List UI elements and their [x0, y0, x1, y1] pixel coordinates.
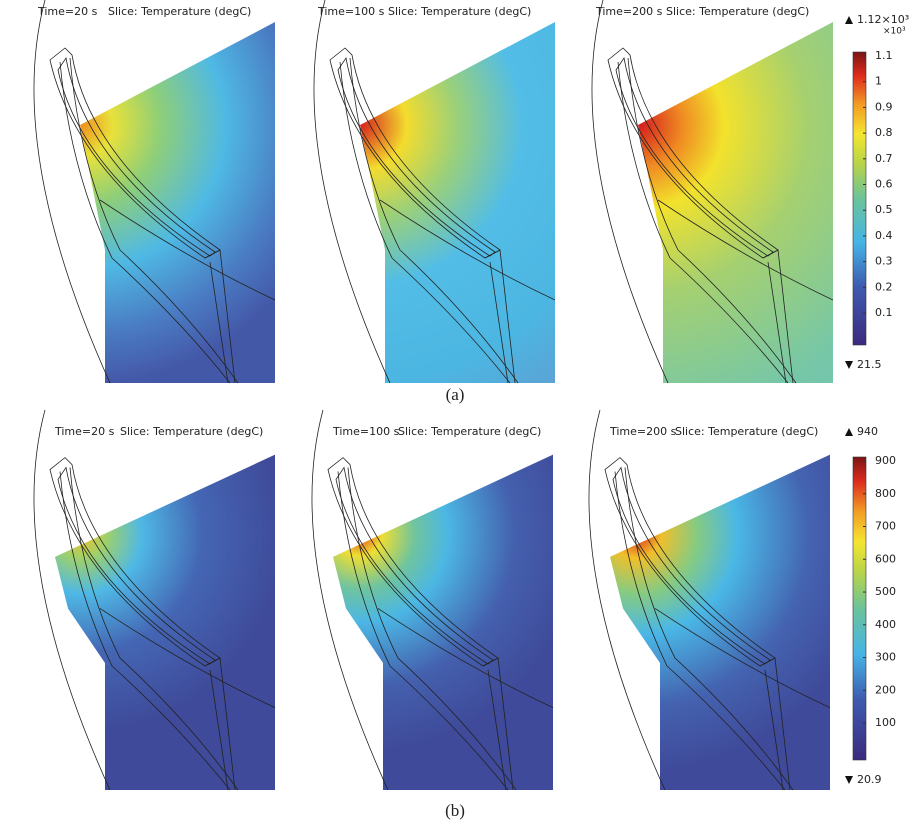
blade-outline: [337, 467, 517, 791]
ring-arc: [657, 199, 834, 301]
blade-outline: [59, 467, 239, 791]
colorbar-max: 1.12×10³: [857, 13, 909, 26]
colorbar-tick-label: 200: [875, 683, 896, 696]
panel: [588, 409, 831, 791]
ring-arc: [377, 608, 554, 709]
domain-arc: [591, 0, 669, 384]
temperature-slice: [638, 22, 833, 383]
colorbar-tick-label: 0.9: [875, 100, 893, 113]
colorbar-min: 20.9: [857, 773, 882, 786]
panel-time: Time=200 s: [595, 5, 663, 18]
strut-outline: [484, 249, 516, 384]
panel-slice: Slice: Temperature (degC): [675, 425, 818, 438]
min-marker: [845, 361, 853, 369]
blade-outline: [337, 56, 496, 257]
colorbar-min: 21.5: [857, 358, 882, 371]
blade-outline: [57, 466, 216, 665]
panel: [33, 409, 276, 791]
min-marker: [845, 776, 853, 784]
colorbar-tick-label: 800: [875, 487, 896, 500]
colorbar-tick-label: 100: [875, 716, 896, 729]
panel: [311, 409, 554, 791]
colorbar-tick-label: 600: [875, 552, 896, 565]
domain-arc: [311, 409, 389, 791]
domain-arc: [313, 0, 391, 384]
panel-time: Time=200 s: [609, 425, 677, 438]
blade-outline: [612, 466, 771, 665]
strut-outline: [204, 657, 236, 791]
domain-arc: [588, 409, 666, 791]
colorbar-multiplier: ×10³: [883, 27, 906, 37]
strut-outline: [762, 249, 794, 384]
colorbar-tick-label: 300: [875, 651, 896, 664]
colorbar-tick-label: 0.4: [875, 229, 893, 242]
panel-slice: Slice: Temperature (degC): [120, 425, 263, 438]
colorbar-tick-label: 0.2: [875, 280, 893, 293]
panel-time: Time=20 s: [54, 425, 115, 438]
panel-time: Time=100 s: [317, 5, 385, 18]
panel-time: Time=20 s: [37, 5, 98, 18]
max-marker: [845, 16, 853, 24]
strut-outline: [759, 657, 791, 791]
colorbar-tick-label: 400: [875, 618, 896, 631]
blade-outline: [57, 56, 216, 257]
temperature-slice: [360, 22, 555, 383]
panel-slice: Slice: Temperature (degC): [398, 425, 541, 438]
colorbar-tick-label: 0.6: [875, 178, 893, 191]
ring-arc: [99, 608, 276, 709]
ring-arc: [379, 199, 556, 301]
panel-slice: Slice: Temperature (degC): [666, 5, 809, 18]
caption: (a): [446, 385, 465, 404]
ring-arc: [99, 199, 276, 301]
ring-arc: [654, 608, 831, 709]
strut-outline: [482, 657, 514, 791]
panel-time: Time=100 s: [332, 425, 400, 438]
domain-arc: [33, 409, 111, 791]
panel-slice: Slice: Temperature (degC): [388, 5, 531, 18]
colorbar-tick-label: 0.3: [875, 255, 893, 268]
max-marker: [845, 428, 853, 436]
colorbar-tick-label: 1: [875, 75, 882, 88]
colorbar-tick-label: 0.7: [875, 152, 893, 165]
colorbar: [852, 456, 867, 761]
colorbar-tick-label: 1.1: [875, 49, 893, 62]
strut-outline: [204, 249, 236, 384]
colorbar: [852, 51, 867, 346]
colorbar-tick-label: 0.1: [875, 306, 893, 319]
panel: [591, 0, 834, 384]
blade-outline: [339, 57, 519, 384]
panel: [313, 0, 556, 384]
domain-arc: [33, 0, 111, 384]
colorbar-tick-label: 700: [875, 520, 896, 533]
colorbar-tick-label: 0.5: [875, 203, 893, 216]
blade-outline: [59, 57, 239, 384]
colorbar-max: 940: [857, 425, 878, 438]
colorbar-tick-label: 500: [875, 585, 896, 598]
blade-outline: [617, 57, 797, 384]
panel: [33, 0, 276, 384]
blade-outline: [615, 56, 774, 257]
colorbar-tick-label: 900: [875, 454, 896, 467]
blade-outline: [335, 466, 494, 665]
caption: (b): [445, 801, 465, 820]
colorbar-tick-label: 0.8: [875, 126, 893, 139]
panel-slice: Slice: Temperature (degC): [108, 5, 251, 18]
temperature-slice: [80, 22, 275, 383]
blade-outline: [614, 467, 794, 791]
